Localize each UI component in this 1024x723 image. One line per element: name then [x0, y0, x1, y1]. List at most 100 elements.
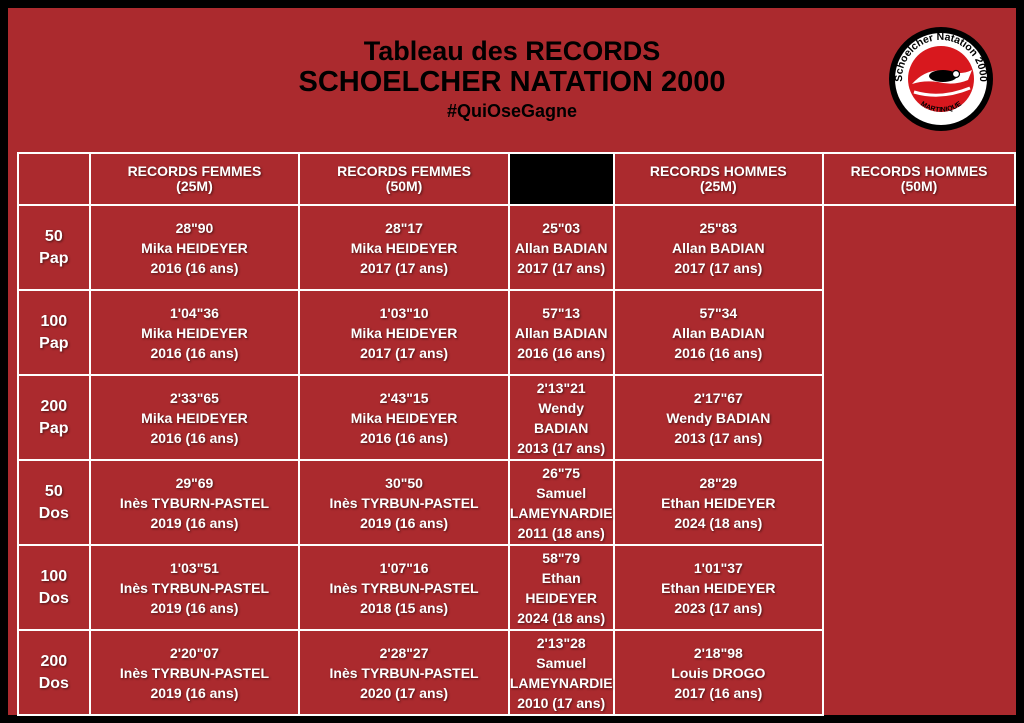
record-holder: Allan BADIAN	[514, 239, 608, 256]
record-holder: Louis DROGO	[671, 664, 766, 681]
event-stroke: Pap	[39, 419, 69, 437]
record-cell: 1'03"51 Inès TYRBUN-PASTEL 2019 (16 ans)	[88, 544, 301, 631]
record-cell: 2'13"28 Samuel LAMEYNARDIE 2010 (17 ans)	[507, 629, 615, 716]
record-cell: 57"13 Allan BADIAN 2016 (16 ans)	[507, 289, 615, 376]
record-time: 57"13	[542, 304, 581, 321]
record-year: 2017 (17 ans)	[517, 259, 606, 276]
record-time: 2'18"98	[693, 644, 743, 661]
record-time: 25"83	[699, 219, 738, 236]
record-holder: Ethan HEIDEYER	[661, 579, 776, 596]
record-cell: 58"79 Ethan HEIDEYER 2024 (18 ans)	[507, 544, 615, 631]
record-cell: 2'17"67 Wendy BADIAN 2013 (17 ans)	[612, 374, 825, 461]
event-stroke: Pap	[39, 334, 69, 352]
record-time: 28"29	[699, 474, 738, 491]
record-year: 2019 (16 ans)	[150, 599, 239, 616]
record-holder: Ethan HEIDEYER	[661, 494, 776, 511]
record-time: 29"69	[175, 474, 214, 491]
records-poster: Tableau des RECORDS SCHOELCHER NATATION …	[8, 8, 1016, 716]
separator-column	[507, 152, 615, 206]
event-distance: 100	[40, 567, 68, 585]
record-time: 58"79	[542, 549, 581, 566]
hashtag: #QuiOseGagne	[446, 101, 578, 121]
event-distance: 200	[40, 397, 68, 415]
records-table: RECORDS FEMMES (25M) RECORDS FEMMES (50M…	[17, 152, 1016, 716]
record-time: 1'07"16	[379, 559, 429, 576]
column-header-pool: (25M)	[700, 178, 737, 194]
event-distance: 50	[44, 227, 63, 245]
event-stroke: Pap	[39, 249, 69, 267]
record-holder: Mika HEIDEYER	[141, 324, 248, 341]
record-cell: 28"90 Mika HEIDEYER 2016 (16 ans)	[88, 204, 301, 291]
record-year: 2016 (16 ans)	[150, 344, 239, 361]
record-holder: Inès TYRBUN-PASTEL	[329, 664, 479, 681]
record-year: 2016 (16 ans)	[517, 344, 606, 361]
record-holder: Allan BADIAN	[672, 239, 765, 256]
record-cell: 2'33"65 Mika HEIDEYER 2016 (16 ans)	[88, 374, 301, 461]
swimmer-head-icon	[951, 69, 961, 79]
table-row: 200 Dos 2'20"07 Inès TYRBUN-PASTEL 2019 (16 …	[17, 629, 1015, 716]
column-header-title: RECORDS HOMMES	[850, 163, 988, 179]
record-holder: Inès TYRBUN-PASTEL	[329, 494, 479, 511]
column-header-pool: (25M)	[176, 178, 213, 194]
page-subtitle: SCHOELCHER NATATION 2000	[298, 66, 726, 98]
record-time: 2'17"67	[693, 389, 743, 406]
record-time: 25"03	[542, 219, 581, 236]
record-year: 2023 (17 ans)	[674, 599, 763, 616]
table-row: 100 Pap 1'04"36 Mika HEIDEYER 2016 (16 ans) 1…	[17, 289, 1015, 376]
column-header: RECORDS FEMMES (25M)	[88, 152, 301, 206]
record-year: 2019 (16 ans)	[360, 514, 449, 531]
record-holder: Samuel LAMEYNARDIE	[509, 484, 613, 521]
table-row: 50 Pap 28"90 Mika HEIDEYER 2016 (16 ans) 28"1…	[17, 204, 1015, 291]
event-label: 200 Dos	[17, 629, 91, 716]
record-holder: Samuel LAMEYNARDIE	[509, 654, 613, 691]
record-cell: 28"29 Ethan HEIDEYER 2024 (18 ans)	[612, 459, 825, 546]
record-year: 2016 (16 ans)	[150, 429, 239, 446]
event-label: 100 Dos	[17, 544, 91, 631]
event-label: 200 Pap	[17, 374, 91, 461]
record-cell: 1'01"37 Ethan HEIDEYER 2023 (17 ans)	[612, 544, 825, 631]
record-time: 2'33"65	[170, 389, 219, 406]
corner-cell	[17, 152, 91, 206]
record-holder: Mika HEIDEYER	[141, 239, 248, 256]
page-title: Tableau des RECORDS	[363, 36, 661, 66]
record-year: 2013 (17 ans)	[674, 429, 763, 446]
table-row: 200 Pap 2'33"65 Mika HEIDEYER 2016 (16 ans) 2…	[17, 374, 1015, 461]
swimmer-body-icon	[929, 70, 957, 82]
event-label: 50 Dos	[17, 459, 91, 546]
record-year: 2017 (17 ans)	[360, 259, 449, 276]
record-time: 1'04"36	[170, 304, 219, 321]
record-cell: 29"69 Inès TYBURN-PASTEL 2019 (16 ans)	[88, 459, 301, 546]
event-stroke: Dos	[38, 504, 69, 522]
record-holder: Inès TYRBUN-PASTEL	[119, 664, 269, 681]
record-time: 28"90	[175, 219, 214, 236]
column-header-pool: (50M)	[900, 178, 938, 194]
record-year: 2010 (17 ans)	[517, 694, 606, 711]
column-header: RECORDS FEMMES (50M)	[298, 152, 510, 206]
record-holder: Ethan HEIDEYER	[525, 569, 597, 606]
record-time: 1'03"10	[379, 304, 429, 321]
event-stroke: Dos	[38, 589, 69, 607]
record-cell: 1'04"36 Mika HEIDEYER 2016 (16 ans)	[88, 289, 301, 376]
record-cell: 57"34 Allan BADIAN 2016 (16 ans)	[612, 289, 825, 376]
record-year: 2020 (17 ans)	[360, 684, 449, 701]
record-cell: 2'43"15 Mika HEIDEYER 2016 (16 ans)	[298, 374, 510, 461]
club-logo: Schoelcher Natation 2000 MARTINIQUE	[889, 27, 993, 131]
table-row: 100 Dos 1'03"51 Inès TYRBUN-PASTEL 2019 (16 …	[17, 544, 1015, 631]
column-header-title: RECORDS FEMMES	[127, 163, 262, 179]
record-holder: Mika HEIDEYER	[141, 409, 248, 426]
event-stroke: Dos	[38, 674, 69, 692]
record-holder: Mika HEIDEYER	[350, 409, 458, 426]
record-holder: Mika HEIDEYER	[350, 239, 458, 256]
record-time: 57"34	[699, 304, 738, 321]
record-holder: Wendy BADIAN	[666, 409, 771, 426]
record-time: 1'01"37	[693, 559, 743, 576]
column-header: RECORDS HOMMES (25M)	[612, 152, 825, 206]
record-cell: 2'28"27 Inès TYRBUN-PASTEL 2020 (17 ans)	[298, 629, 510, 716]
title-block: Tableau des RECORDS SCHOELCHER NATATION …	[8, 36, 1016, 124]
record-cell: 2'20"07 Inès TYRBUN-PASTEL 2019 (16 ans)	[88, 629, 301, 716]
record-time: 30"50	[385, 474, 423, 491]
record-time: 2'13"21	[536, 379, 586, 396]
event-distance: 100	[40, 312, 68, 330]
record-cell: 28"17 Mika HEIDEYER 2017 (17 ans)	[298, 204, 510, 291]
record-year: 2019 (16 ans)	[150, 684, 239, 701]
